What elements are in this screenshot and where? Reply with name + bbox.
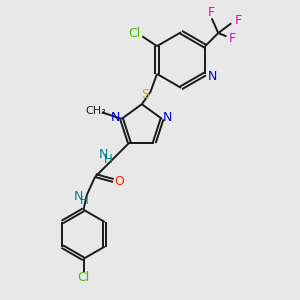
- Text: N: N: [74, 190, 83, 203]
- Text: O: O: [114, 176, 124, 188]
- Text: Cl: Cl: [128, 26, 140, 40]
- Text: S: S: [142, 88, 149, 101]
- Text: N: N: [98, 148, 108, 161]
- Text: N: N: [208, 70, 217, 83]
- Text: CH₃: CH₃: [86, 106, 106, 116]
- Text: H: H: [80, 194, 88, 207]
- Text: F: F: [235, 14, 242, 27]
- Text: F: F: [229, 32, 236, 45]
- Text: N: N: [111, 111, 120, 124]
- Text: F: F: [208, 6, 215, 19]
- Text: Cl: Cl: [77, 271, 90, 284]
- Text: H: H: [104, 152, 113, 166]
- Text: N: N: [163, 111, 172, 124]
